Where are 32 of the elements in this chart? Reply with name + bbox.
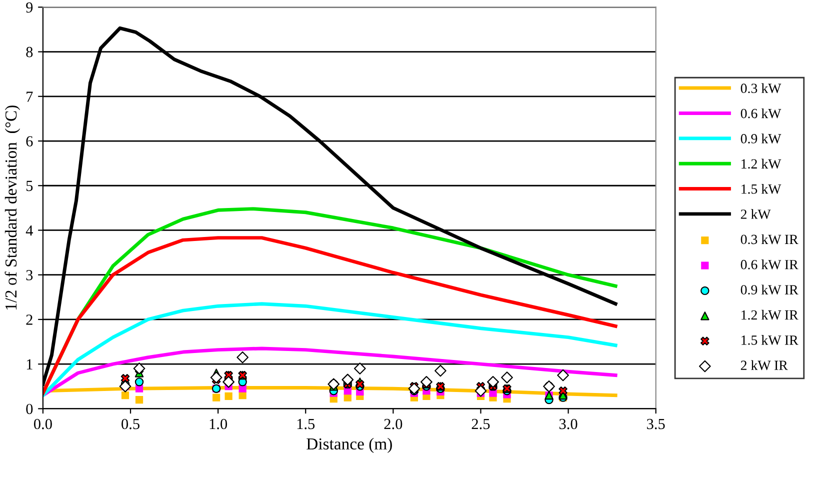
legend-label: 0.3 kW IR xyxy=(740,234,798,244)
x-tick-label: 2.0 xyxy=(384,418,402,430)
y-tick-label: 8 xyxy=(26,46,33,58)
legend-label: 0.3 kW xyxy=(740,83,782,94)
y-tick-label: 7 xyxy=(26,92,33,102)
legend-label: 1.2 kW xyxy=(742,158,782,169)
x-tick-label: 3.0 xyxy=(559,418,578,430)
y-tick-label: 2 xyxy=(26,314,32,325)
y-axis-title: 1/2 of Standard deviation (°C) xyxy=(4,106,20,310)
x-tick-label: 0.5 xyxy=(122,418,140,430)
legend-label: 0.9 kW IR xyxy=(740,284,798,295)
legend-label: 1.5 kW xyxy=(742,184,782,194)
y-tick-label: 0 xyxy=(26,404,33,414)
legend-label: 0.9 kW xyxy=(740,134,782,144)
y-tick-label: 3 xyxy=(26,270,33,280)
y-tick-label: 5 xyxy=(26,180,33,192)
x-tick-label: 1.0 xyxy=(210,418,228,430)
y-tick-label: 9 xyxy=(26,2,33,13)
legend-label: 1.5 kW IR xyxy=(742,335,798,345)
x-tick-label: 0.0 xyxy=(34,418,52,430)
legend-label: 0.6 kW IR xyxy=(740,260,798,270)
y-tick-label: 4 xyxy=(26,225,33,236)
x-tick-label: 2.5 xyxy=(472,418,490,430)
x-tick-label: 1.5 xyxy=(297,418,315,430)
legend-label: 2 kW xyxy=(740,209,771,220)
legend-label: 1.2 kW IR xyxy=(742,310,798,320)
legend-label: 2 kW IR xyxy=(740,360,788,370)
y-tick-label: 6 xyxy=(26,136,33,146)
x-axis-title: Distance (m) xyxy=(306,438,392,453)
x-tick-label: 3.5 xyxy=(647,418,665,430)
y-tick-label: 1 xyxy=(26,359,32,370)
legend-label: 0.6 kW xyxy=(740,108,782,118)
